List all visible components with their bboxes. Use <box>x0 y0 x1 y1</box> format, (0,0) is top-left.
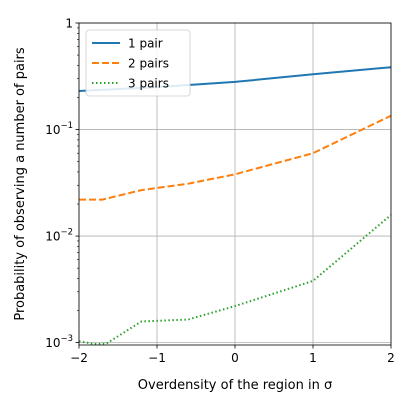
y-tick-label: 10−1 <box>45 121 73 137</box>
x-tick-label: 2 <box>387 351 395 365</box>
x-tick-label: 0 <box>231 351 239 365</box>
legend-box <box>85 29 191 97</box>
series-line-3-pairs <box>78 214 392 346</box>
y-axis-label: Probability of observing a number of pai… <box>13 47 28 321</box>
y-tick-label: 10−2 <box>45 228 73 244</box>
x-tick-label: −2 <box>70 351 88 365</box>
series-line-2-pairs <box>79 114 392 201</box>
legend: 1 pair 2 pairs 3 pairs <box>85 29 191 97</box>
y-tick-label: 10−3 <box>45 334 73 350</box>
legend-label: 1 pair <box>128 37 163 51</box>
x-tick-label: 1 <box>309 351 317 365</box>
x-tick-label: −1 <box>148 351 166 365</box>
x-axis-label: Overdensity of the region in σ <box>138 378 332 393</box>
y-tick-label: 1 <box>65 17 73 31</box>
legend-label: 3 pairs <box>128 77 169 91</box>
legend-label: 2 pairs <box>128 57 169 71</box>
ticks: −2 −1 0 1 2 10−3 10−2 10−1 1 <box>45 17 395 366</box>
